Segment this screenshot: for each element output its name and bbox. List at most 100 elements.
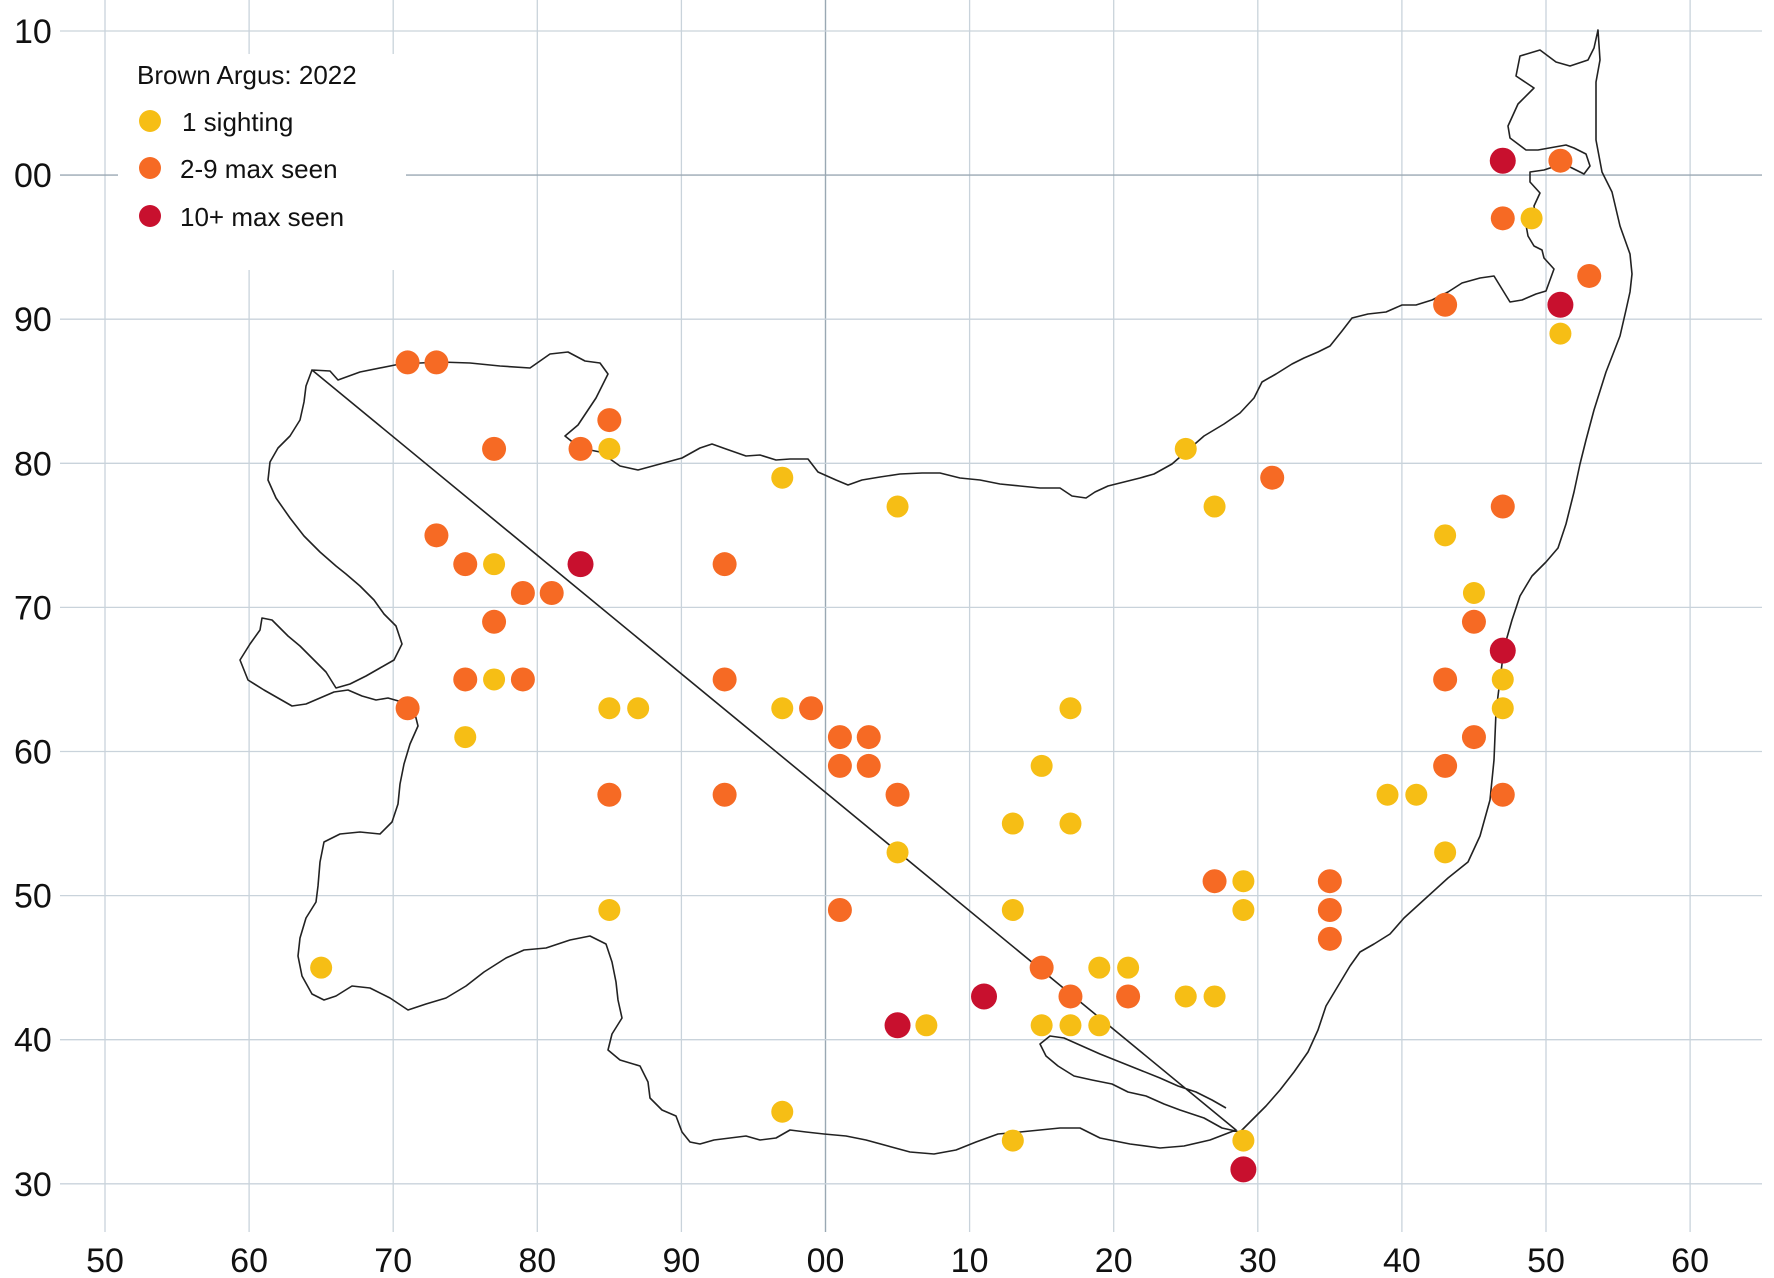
sighting-marker-one-sighting — [1203, 495, 1226, 518]
sighting-marker-2-9-max-seen — [482, 609, 507, 634]
sighting-marker-2-9-max-seen — [1202, 869, 1227, 894]
sighting-marker-one-sighting — [1203, 985, 1226, 1008]
sighting-marker-2-9-max-seen — [827, 753, 852, 778]
sighting-marker-one-sighting — [598, 899, 621, 922]
x-tick-label: 60 — [1671, 1242, 1709, 1278]
y-tick-label: 30 — [14, 1166, 52, 1204]
sighting-marker-2-9-max-seen — [1577, 263, 1602, 288]
sighting-marker-one-sighting — [771, 697, 794, 720]
sighting-marker-2-9-max-seen — [510, 580, 535, 605]
sighting-marker-10-plus-max-seen — [1547, 291, 1574, 318]
sighting-marker-one-sighting — [1174, 985, 1197, 1008]
legend-marker-10-plus-max-seen — [139, 205, 161, 227]
x-tick-label: 60 — [230, 1242, 268, 1278]
legend-marker-one-sighting — [139, 110, 161, 132]
y-tick-label: 70 — [14, 589, 52, 627]
x-tick-label: 40 — [1383, 1242, 1421, 1278]
sighting-marker-2-9-max-seen — [424, 523, 449, 548]
sighting-marker-2-9-max-seen — [1433, 667, 1458, 692]
y-tick-label: 40 — [14, 1022, 52, 1060]
sighting-marker-one-sighting — [1059, 697, 1082, 720]
sighting-marker-one-sighting — [1232, 870, 1255, 893]
sighting-marker-2-9-max-seen — [568, 436, 593, 461]
x-tick-label: 50 — [1527, 1242, 1565, 1278]
legend-title: Brown Argus: 2022 — [137, 60, 357, 90]
sighting-marker-one-sighting — [1491, 697, 1514, 720]
x-tick-label: 70 — [374, 1242, 412, 1278]
x-tick-label: 80 — [518, 1242, 556, 1278]
sighting-marker-one-sighting — [310, 956, 333, 979]
sighting-marker-one-sighting — [1088, 956, 1111, 979]
sighting-marker-2-9-max-seen — [1490, 494, 1515, 519]
sighting-marker-10-plus-max-seen — [1489, 637, 1516, 664]
sighting-marker-2-9-max-seen — [1260, 465, 1285, 490]
sighting-marker-one-sighting — [1059, 1014, 1082, 1037]
sighting-marker-one-sighting — [483, 553, 506, 576]
grid-lines — [60, 0, 1762, 1232]
sighting-marker-2-9-max-seen — [1490, 206, 1515, 231]
sighting-marker-one-sighting — [1001, 1129, 1024, 1152]
y-tick-label: 90 — [14, 301, 52, 339]
y-tick-label: 50 — [14, 878, 52, 916]
sighting-marker-10-plus-max-seen — [1489, 147, 1516, 174]
sighting-marker-2-9-max-seen — [597, 408, 622, 433]
sighting-marker-2-9-max-seen — [1548, 148, 1573, 173]
sighting-marker-2-9-max-seen — [885, 782, 910, 807]
sighting-marker-one-sighting — [771, 1100, 794, 1123]
legend-label-2-9-max-seen: 2-9 max seen — [180, 154, 338, 184]
sighting-marker-2-9-max-seen — [1461, 609, 1486, 634]
sighting-marker-2-9-max-seen — [1116, 984, 1141, 1009]
sighting-marker-one-sighting — [1405, 783, 1428, 806]
sighting-marker-2-9-max-seen — [712, 782, 737, 807]
y-tick-label: 00 — [14, 157, 52, 195]
sighting-marker-2-9-max-seen — [827, 725, 852, 750]
legend-marker-2-9-max-seen — [139, 157, 161, 179]
sighting-marker-one-sighting — [1001, 812, 1024, 835]
legend-background — [118, 54, 406, 270]
sighting-marker-2-9-max-seen — [1461, 725, 1486, 750]
sighting-marker-one-sighting — [1088, 1014, 1111, 1037]
legend: Brown Argus: 2022 1 sighting 2-9 max see… — [118, 54, 406, 270]
sighting-marker-2-9-max-seen — [424, 350, 449, 375]
sighting-marker-2-9-max-seen — [453, 667, 478, 692]
sighting-marker-one-sighting — [598, 437, 621, 460]
sighting-marker-one-sighting — [1232, 899, 1255, 922]
sighting-marker-one-sighting — [627, 697, 650, 720]
sighting-marker-one-sighting — [1434, 524, 1457, 547]
sighting-marker-10-plus-max-seen — [971, 983, 998, 1010]
sighting-marker-2-9-max-seen — [539, 580, 564, 605]
sighting-marker-2-9-max-seen — [395, 350, 420, 375]
sighting-marker-2-9-max-seen — [1317, 869, 1342, 894]
sighting-marker-one-sighting — [1232, 1129, 1255, 1152]
sighting-marker-one-sighting — [1491, 668, 1514, 691]
sighting-marker-2-9-max-seen — [453, 552, 478, 577]
sighting-marker-one-sighting — [598, 697, 621, 720]
axis-tick-labels: 50 60 70 80 90 00 10 20 30 40 50 60 10 00 90 80 70 60 50 40… — [14, 13, 1709, 1278]
sighting-marker-2-9-max-seen — [1433, 753, 1458, 778]
legend-label-one-sighting: 1 sighting — [182, 107, 293, 137]
x-tick-label: 90 — [662, 1242, 700, 1278]
x-tick-label: 00 — [807, 1242, 845, 1278]
x-tick-label: 10 — [951, 1242, 989, 1278]
sighting-marker-one-sighting — [886, 495, 909, 518]
y-tick-label: 10 — [14, 13, 52, 51]
sighting-marker-one-sighting — [771, 466, 794, 489]
sighting-marker-2-9-max-seen — [1317, 898, 1342, 923]
sighting-marker-one-sighting — [1117, 956, 1140, 979]
sighting-marker-2-9-max-seen — [1490, 782, 1515, 807]
sighting-marker-2-9-max-seen — [799, 696, 824, 721]
sighting-marker-one-sighting — [1174, 437, 1197, 460]
sighting-marker-one-sighting — [454, 726, 477, 749]
x-tick-label: 30 — [1239, 1242, 1277, 1278]
sighting-marker-2-9-max-seen — [712, 552, 737, 577]
sighting-markers — [310, 147, 1602, 1183]
sighting-marker-2-9-max-seen — [856, 753, 881, 778]
x-tick-label: 50 — [86, 1242, 124, 1278]
sighting-marker-one-sighting — [886, 841, 909, 864]
sighting-marker-2-9-max-seen — [712, 667, 737, 692]
sighting-marker-one-sighting — [1001, 899, 1024, 922]
sighting-marker-one-sighting — [1030, 754, 1053, 777]
sighting-marker-2-9-max-seen — [1058, 984, 1083, 1009]
sighting-marker-2-9-max-seen — [1433, 292, 1458, 317]
